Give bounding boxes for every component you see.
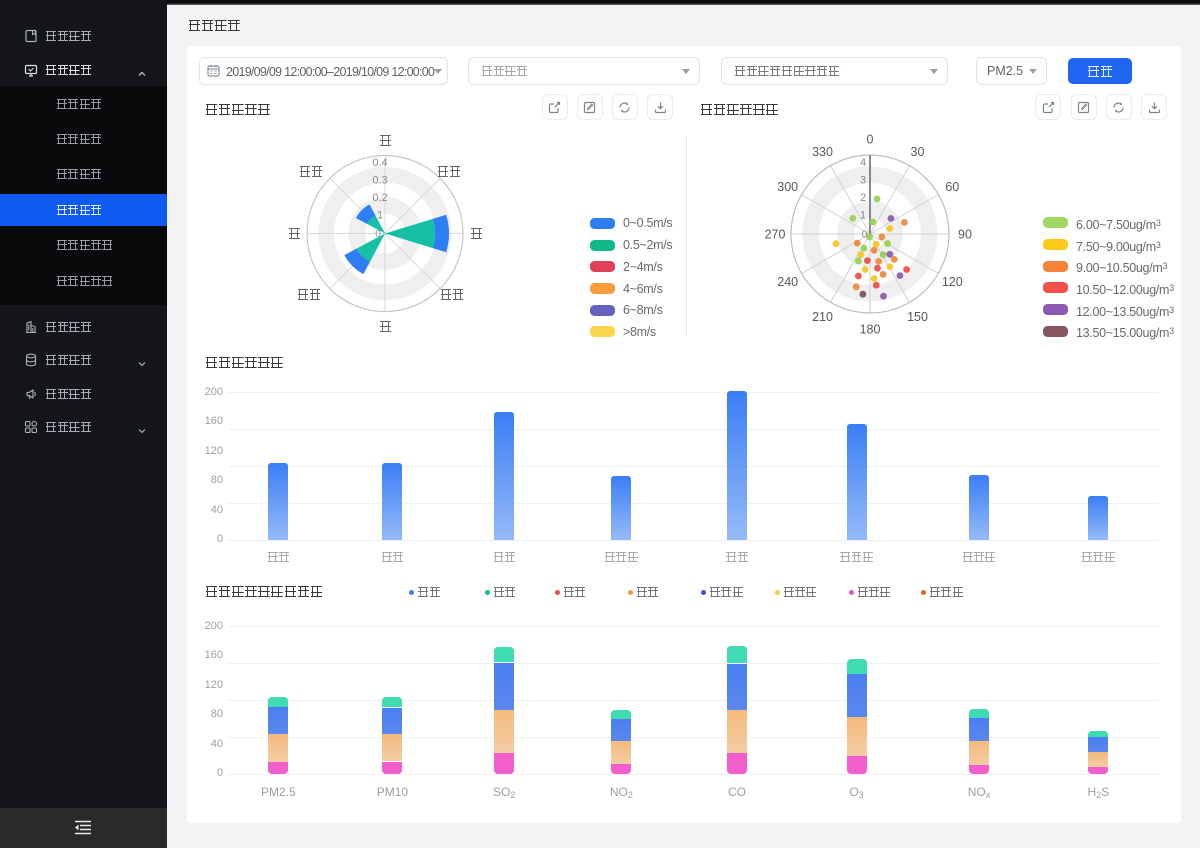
- svg-text:0: 0: [867, 134, 874, 147]
- svg-text:90: 90: [958, 228, 972, 242]
- svg-text:120: 120: [942, 275, 963, 289]
- svg-text:270: 270: [765, 228, 786, 242]
- svg-text:60: 60: [945, 180, 959, 194]
- svg-text:150: 150: [907, 310, 928, 324]
- svg-text:180: 180: [860, 323, 881, 337]
- svg-text:300: 300: [777, 180, 798, 194]
- svg-text:0.4: 0.4: [372, 157, 387, 169]
- svg-text:1: 1: [860, 210, 866, 222]
- svg-text:0.2: 0.2: [372, 192, 387, 204]
- svg-text:0: 0: [375, 229, 381, 240]
- svg-text:4: 4: [860, 157, 866, 169]
- svg-text:210: 210: [812, 310, 833, 324]
- svg-text:30: 30: [911, 145, 925, 159]
- svg-text:0: 0: [862, 230, 868, 241]
- svg-text:2: 2: [860, 192, 866, 204]
- svg-text:0.3: 0.3: [372, 175, 387, 187]
- svg-text:240: 240: [777, 275, 798, 289]
- svg-text:330: 330: [812, 145, 833, 159]
- svg-text:1: 1: [377, 210, 383, 222]
- svg-text:3: 3: [860, 175, 866, 187]
